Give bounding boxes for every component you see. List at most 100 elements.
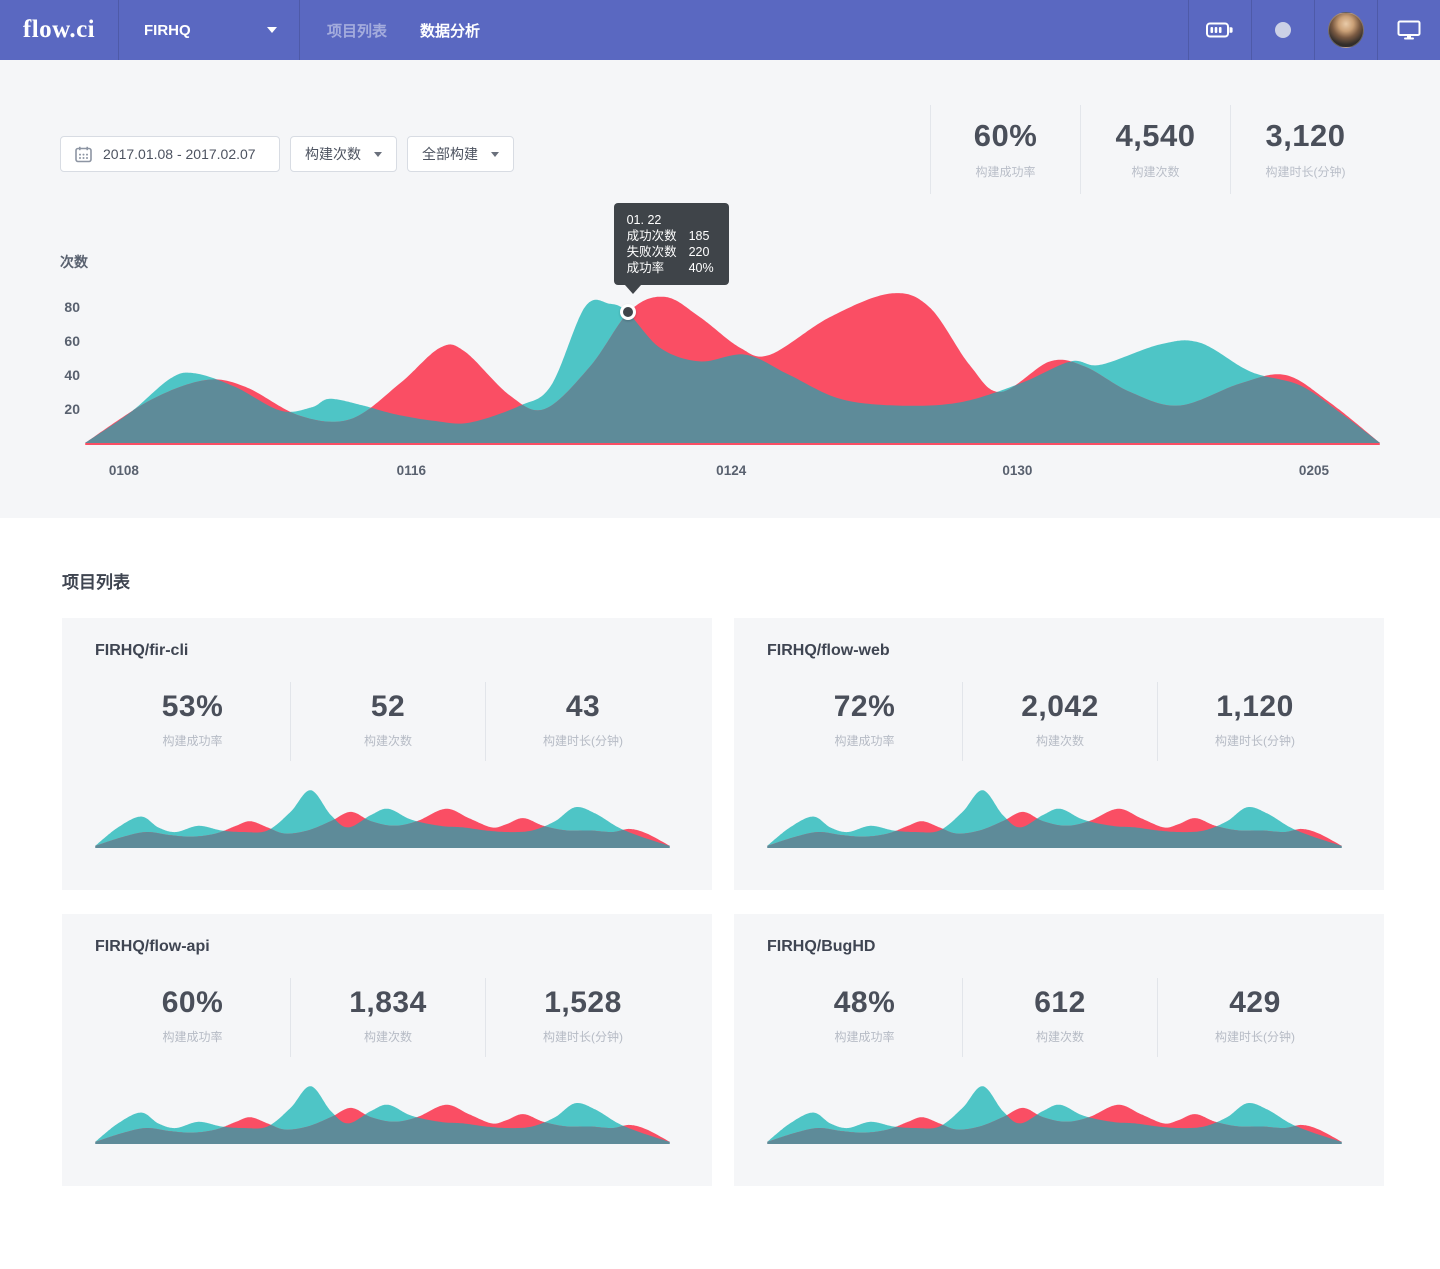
battery-icon: [1206, 22, 1234, 38]
calendar-icon: [75, 146, 92, 163]
stat-value: 4,540: [1115, 118, 1196, 153]
stat-value: 43: [565, 690, 601, 723]
avatar: [1328, 12, 1364, 48]
tooltip-success-label: 成功次数: [626, 229, 677, 243]
tooltip-rate-value: 40%: [688, 261, 714, 275]
metric-select[interactable]: 构建次数: [290, 136, 397, 172]
stat-label: 构建次数: [1131, 165, 1180, 179]
tooltip-success-value: 185: [688, 229, 710, 243]
nav-link-analytics[interactable]: 数据分析: [420, 22, 481, 40]
project-name: FIRHQ/flow-api: [95, 938, 210, 955]
project-card-bughd[interactable]: FIRHQ/BugHD 48% 构建成功率 612 构建次数 429 构建时长(分钟): [734, 914, 1384, 1186]
chevron-down-icon: [374, 151, 382, 157]
stat-label: 构建时长(分钟): [1215, 734, 1295, 748]
display-mode-button[interactable]: [1377, 0, 1440, 60]
stat-value: 1,120: [1216, 690, 1294, 723]
stat-label: 构建时长(分钟): [1265, 165, 1346, 179]
y-tick-label: 40: [64, 367, 80, 384]
monitor-icon: [1397, 20, 1421, 40]
stat-value: 429: [1229, 986, 1281, 1019]
x-tick-label: 0124: [716, 463, 747, 478]
project-sparkline: [95, 1080, 670, 1144]
stat-value: 72%: [833, 690, 896, 723]
stat-value: 3,120: [1265, 118, 1346, 153]
project-stats: 60% 构建成功率 1,834 构建次数 1,528 构建时长(分钟): [95, 978, 680, 1057]
project-sparkline: [95, 784, 670, 848]
tooltip-fail-label: 失败次数: [626, 245, 677, 259]
x-axis-ticks: 0108 0116 0124 0130 0205: [85, 463, 1380, 483]
nav-links: 项目列表 数据分析: [300, 0, 480, 60]
stat-label: 构建次数: [1035, 734, 1084, 748]
summary-stats: 60% 构建成功率 4,540 构建次数 3,120 构建时长(分钟): [930, 105, 1380, 194]
x-tick-label: 0108: [108, 463, 139, 478]
build-type-select[interactable]: 全部构建: [407, 136, 514, 172]
project-stats: 53% 构建成功率 52 构建次数 43 构建时长(分钟): [95, 682, 680, 761]
stat-label: 构建次数: [1035, 1030, 1084, 1044]
project-sparkline: [767, 784, 1342, 848]
chart-tooltip: 01. 22 成功次数 185 失败次数 220 成功率 40%: [613, 203, 729, 294]
y-tick-label: 60: [64, 333, 80, 350]
build-trend-chart[interactable]: 01. 22 成功次数 185 失败次数 220 成功率 40%: [85, 203, 1380, 447]
stat-value: 1,528: [544, 986, 622, 1019]
projects-section-title: 项目列表: [62, 573, 130, 592]
stat-build-duration: 3,120 构建时长(分钟): [1230, 105, 1380, 194]
stat-value: 53%: [161, 690, 224, 723]
y-tick-label: 80: [64, 299, 80, 316]
stat-label: 构建成功率: [975, 165, 1036, 179]
stat-label: 构建时长(分钟): [1215, 1030, 1295, 1044]
stat-value: 2,042: [1021, 690, 1099, 723]
build-trend-chart-svg: [85, 293, 1380, 445]
stat-value: 48%: [833, 986, 896, 1019]
stat-label: 构建次数: [363, 1030, 412, 1044]
stat-value: 612: [1034, 986, 1086, 1019]
stat-success-rate: 60% 构建成功率: [930, 105, 1080, 194]
stat-label: 构建成功率: [162, 734, 223, 748]
battery-status-button[interactable]: [1188, 0, 1251, 60]
chevron-down-icon: [491, 151, 499, 157]
project-name: FIRHQ/BugHD: [767, 938, 876, 955]
x-tick-label: 0205: [1298, 463, 1329, 478]
build-type-select-value: 全部构建: [422, 146, 478, 162]
project-stats: 72% 构建成功率 2,042 构建次数 1,120 构建时长(分钟): [767, 682, 1352, 761]
y-tick-label: 20: [64, 401, 80, 418]
nav-link-project-list[interactable]: 项目列表: [327, 22, 388, 40]
stat-label: 构建时长(分钟): [543, 1030, 623, 1044]
top-navbar: flow.ci FIRHQ 项目列表 数据分析: [0, 0, 1440, 60]
org-name: FIRHQ: [144, 21, 191, 39]
project-name: FIRHQ/flow-web: [767, 642, 890, 659]
date-range-picker[interactable]: 2017.01.08 - 2017.02.07: [60, 136, 280, 172]
stat-label: 构建次数: [363, 734, 412, 748]
project-name: FIRHQ/fir-cli: [95, 642, 189, 659]
projects-section: 项目列表 FIRHQ/fir-cli 53% 构建成功率 52 构建次数 43 构建时…: [0, 518, 1440, 1186]
status-dot-icon: [1275, 22, 1291, 38]
y-axis-title: 次数: [60, 254, 88, 270]
stat-label: 构建成功率: [834, 1030, 895, 1044]
tooltip-rate-label: 成功率: [626, 261, 665, 275]
project-card-fir-cli[interactable]: FIRHQ/fir-cli 53% 构建成功率 52 构建次数 43 构建时长(分钟): [62, 618, 712, 890]
stat-value: 60%: [161, 986, 224, 1019]
org-switcher[interactable]: FIRHQ: [118, 0, 300, 60]
app-logo: flow.ci: [22, 16, 96, 43]
project-sparkline: [767, 1080, 1342, 1144]
analytics-panel: 2017.01.08 - 2017.02.07 构建次数 全部构建 60% 构建…: [0, 60, 1440, 518]
project-cards: FIRHQ/fir-cli 53% 构建成功率 52 构建次数 43 构建时长(分钟)…: [62, 618, 1440, 1186]
y-axis-ticks: 20 40 60 80: [44, 285, 80, 443]
stat-label: 构建时长(分钟): [543, 734, 623, 748]
chevron-down-icon: [267, 27, 277, 33]
stat-label: 构建成功率: [834, 734, 895, 748]
user-menu[interactable]: [1314, 0, 1377, 60]
project-card-flow-web[interactable]: FIRHQ/flow-web 72% 构建成功率 2,042 构建次数 1,120 构…: [734, 618, 1384, 890]
stat-value: 60%: [973, 118, 1038, 153]
stat-value: 52: [370, 690, 406, 723]
x-tick-label: 0130: [1002, 463, 1033, 478]
project-stats: 48% 构建成功率 612 构建次数 429 构建时长(分钟): [767, 978, 1352, 1057]
tooltip-fail-value: 220: [688, 245, 710, 259]
stat-build-count: 4,540 构建次数: [1080, 105, 1230, 194]
tooltip-date: 01. 22: [626, 213, 662, 227]
navbar-actions: [1188, 0, 1440, 60]
chart-marker: [619, 304, 636, 321]
filter-bar: 2017.01.08 - 2017.02.07 构建次数 全部构建: [60, 136, 514, 172]
status-indicator-button[interactable]: [1251, 0, 1314, 60]
project-card-flow-api[interactable]: FIRHQ/flow-api 60% 构建成功率 1,834 构建次数 1,528 构…: [62, 914, 712, 1186]
date-range-value: 2017.01.08 - 2017.02.07: [103, 146, 256, 162]
